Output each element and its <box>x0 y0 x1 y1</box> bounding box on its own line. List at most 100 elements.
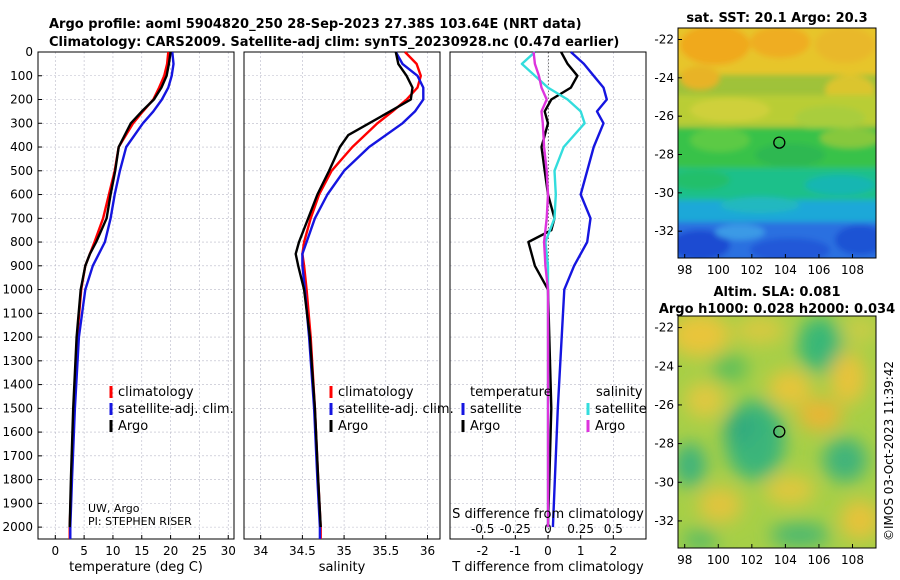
difference-legend: temperature salinity satellite Argo sate… <box>461 385 647 434</box>
lat-tick-label: -26 <box>654 109 674 123</box>
series-line-temperature-argo <box>527 51 579 528</box>
legend-salinity-heading: salinity <box>596 385 643 400</box>
y-tick-label: 900 <box>10 259 33 273</box>
temperature-panel: 0100200300400500600700800900100011001200… <box>2 45 235 575</box>
legend-satellite-label: satellite-adj. clim. <box>338 402 454 417</box>
x-tick-label: 2 <box>610 544 618 558</box>
sla-map-subtitle: Argo h1000: 0.028 h2000: 0.034 <box>659 302 895 317</box>
x-tick-label: 35 <box>336 544 351 558</box>
institution-label: UW, Argo <box>88 502 140 515</box>
sst-map: 98 100 102 104 106 108 -22 -24 -26 -28 -30 -32 <box>654 27 877 277</box>
x-tick-label: 30 <box>221 544 236 558</box>
lon-tick-label: 106 <box>807 263 830 277</box>
sst-field <box>678 28 876 258</box>
sla-map: 98 100 102 104 106 108 -22 -24 -26 -28 -30 -32 <box>654 315 877 567</box>
difference-lines <box>520 51 608 528</box>
t-difference-tick-labels: -2 -1 0 1 2 <box>477 535 617 558</box>
lon-tick-label: 100 <box>707 263 730 277</box>
lon-tick-label: 108 <box>841 553 864 567</box>
s-tick-label: 0.5 <box>604 522 623 536</box>
legend-t-satellite-label: satellite <box>470 402 522 417</box>
lat-tick-label: -32 <box>654 224 674 238</box>
legend-satellite-label: satellite-adj. clim. <box>118 402 234 417</box>
x-tick-label: 35.5 <box>372 544 399 558</box>
temperature-tick-labels: 0 5 10 15 20 25 30 <box>51 535 236 558</box>
lon-tick-label: 104 <box>774 553 797 567</box>
title-line-2: Climatology: CARS2009. Satellite-adj cli… <box>49 35 619 50</box>
salinity-tick-labels: 34 34.5 35 35.5 36 <box>253 535 435 558</box>
title-line-1: Argo profile: aoml 5904820_250 28-Sep-20… <box>49 17 582 32</box>
salinity-axes-frame <box>243 51 441 540</box>
lat-tick-label: -28 <box>654 437 674 451</box>
s-tick-label: 0 <box>544 522 552 536</box>
temperature-xlabel: temperature (deg C) <box>69 560 203 575</box>
legend-climatology-label: climatology <box>338 385 414 400</box>
lon-tick-label: 104 <box>774 263 797 277</box>
temperature-axes-frame <box>37 51 235 540</box>
lat-tick-label: -32 <box>654 514 674 528</box>
series-line-temperature-satellite <box>551 51 608 528</box>
lat-tick-label: -24 <box>654 71 674 85</box>
legend-argo-label: Argo <box>118 419 148 434</box>
y-tick-label: 1500 <box>2 401 33 415</box>
y-tick-label: 400 <box>10 140 33 154</box>
lon-tick-label: 102 <box>740 263 763 277</box>
y-tick-label: 1700 <box>2 449 33 463</box>
t-difference-xlabel: T difference from climatology <box>451 560 644 575</box>
lat-tick-label: -30 <box>654 186 674 200</box>
x-tick-label: 0 <box>51 544 59 558</box>
y-tick-label: 0 <box>25 45 33 59</box>
salinity-panel: 34 34.5 35 35.5 36 salinity climatology sate… <box>243 51 454 575</box>
y-tick-label: 1400 <box>2 378 33 392</box>
series-line-salinity-argo <box>532 51 550 528</box>
legend-s-argo-label: Argo <box>595 419 625 434</box>
y-tick-label: 1800 <box>2 473 33 487</box>
s-tick-label: -0.25 <box>500 522 531 536</box>
legend-t-argo-label: Argo <box>470 419 500 434</box>
lon-tick-label: 106 <box>807 553 830 567</box>
legend-climatology-label: climatology <box>118 385 194 400</box>
y-tick-label: 800 <box>10 235 33 249</box>
pi-label: PI: STEPHEN RISER <box>88 515 192 528</box>
sla-map-frame <box>677 315 877 549</box>
x-tick-label: -1 <box>509 544 521 558</box>
x-tick-label: 5 <box>80 544 88 558</box>
lat-tick-label: -26 <box>654 398 674 412</box>
sst-map-title: sat. SST: 20.1 Argo: 20.3 <box>686 11 867 26</box>
y-tick-label: 700 <box>10 211 33 225</box>
y-tick-label: 200 <box>10 93 33 107</box>
lat-tick-label: -28 <box>654 148 674 162</box>
y-tick-label: 600 <box>10 188 33 202</box>
lat-tick-label: -24 <box>654 359 674 373</box>
lat-tick-label: -22 <box>654 33 674 47</box>
sst-map-frame <box>677 27 877 259</box>
depth-tick-labels: 0 100 200 300 400 500 600 700 800 900 1000 1100 1200… <box>2 45 42 534</box>
series-line-satellite-adj-clim- <box>301 51 425 539</box>
x-tick-label: 0 <box>544 544 552 558</box>
lat-tick-label: -30 <box>654 475 674 489</box>
series-line-argo <box>68 51 172 528</box>
legend-s-satellite-label: satellite <box>595 402 647 417</box>
salinity-lines <box>294 51 425 539</box>
salinity-grid <box>244 51 440 539</box>
y-tick-label: 1300 <box>2 354 33 368</box>
sst-lat-tick-labels: -22 -24 -26 -28 -30 -32 <box>654 33 682 238</box>
legend-argo-label: Argo <box>338 419 368 434</box>
lon-tick-label: 102 <box>740 553 763 567</box>
s-difference-xlabel: S difference from climatology <box>452 507 644 522</box>
y-tick-label: 1900 <box>2 496 33 510</box>
s-tick-label: 0.25 <box>567 522 594 536</box>
lon-tick-label: 98 <box>677 263 692 277</box>
argo-location-marker <box>773 136 786 149</box>
lon-tick-label: 108 <box>841 263 864 277</box>
x-tick-label: 1 <box>577 544 585 558</box>
y-tick-label: 2000 <box>2 520 33 534</box>
x-tick-label: -2 <box>477 544 489 558</box>
y-tick-label: 1000 <box>2 283 33 297</box>
s-tick-label: -0.5 <box>471 522 494 536</box>
difference-panel: -2 -1 0 1 2 -0.5 -0.25 0 0.25 0.5 T difference f… <box>449 51 647 575</box>
series-line-climatology <box>301 51 422 539</box>
x-tick-label: 36 <box>420 544 435 558</box>
x-tick-label: 15 <box>134 544 149 558</box>
